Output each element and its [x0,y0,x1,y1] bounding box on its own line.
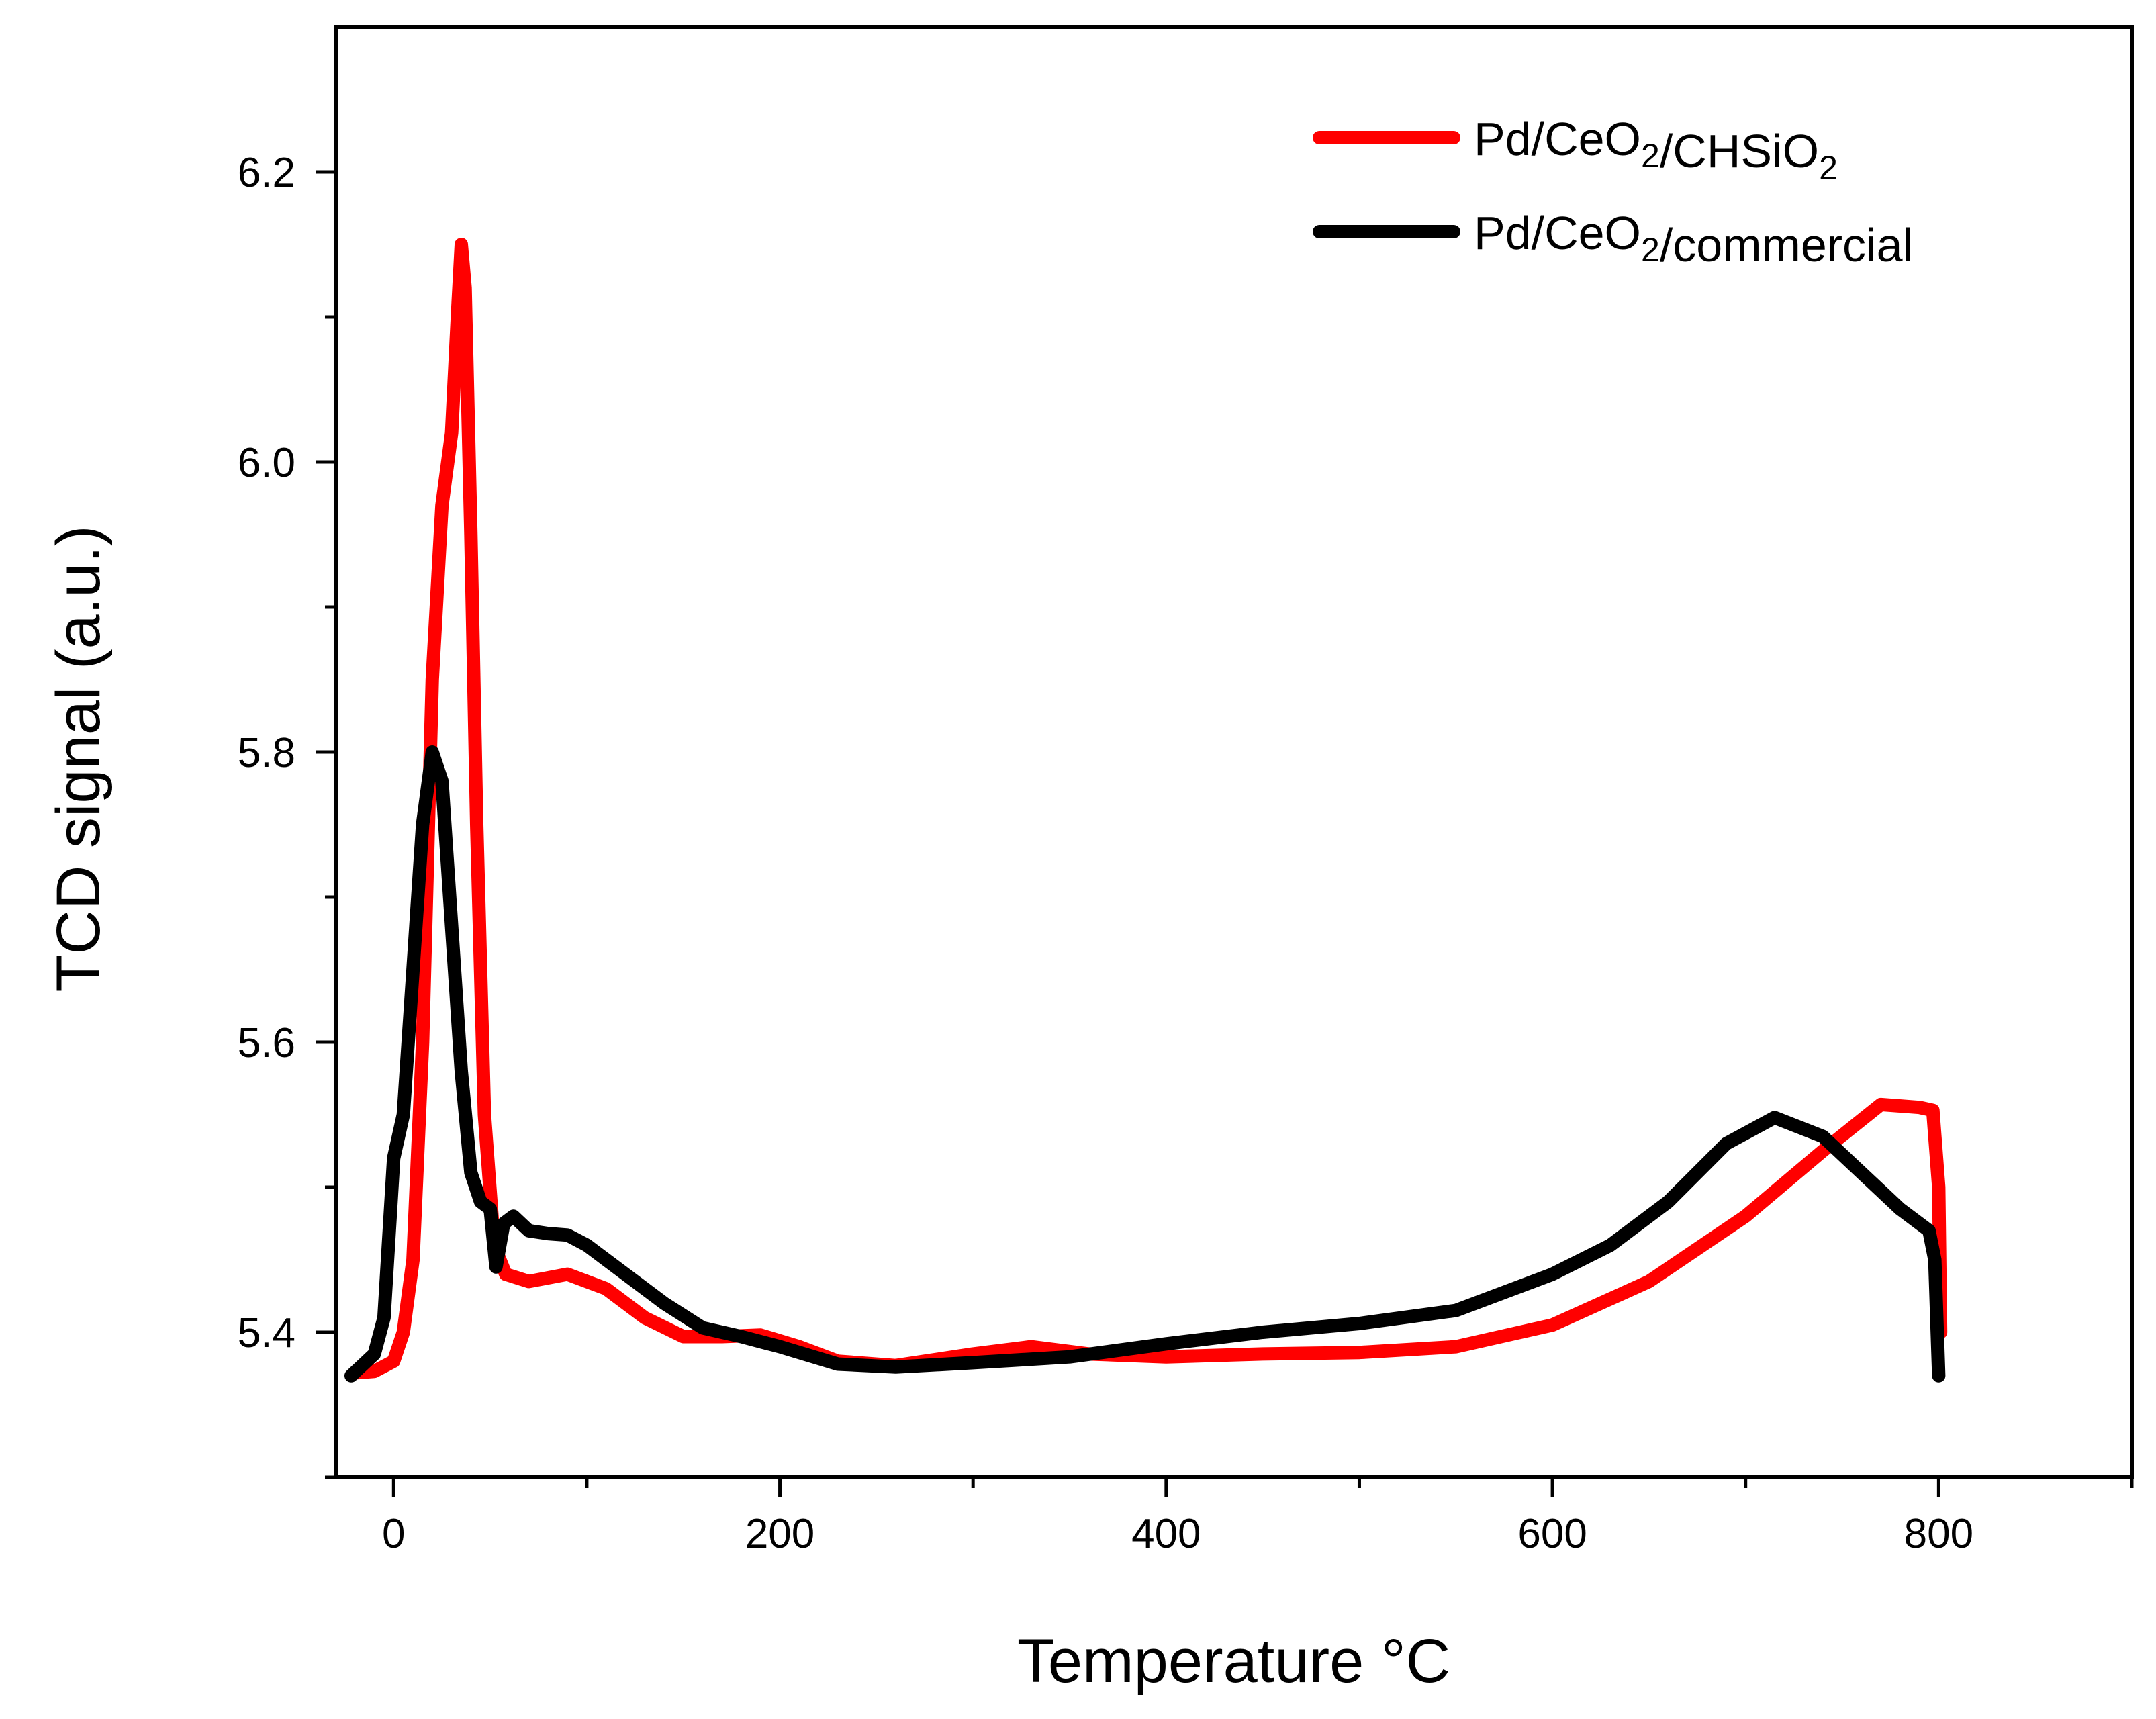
legend-text-part: Pd/CeO [1474,113,1641,165]
plot-frame [334,25,2134,1479]
y-tick-label: 6.2 [238,150,295,196]
x-axis-title: Temperature °C [1017,1627,1450,1695]
y-tick-label: 5.4 [238,1310,295,1356]
y-tick-label: 5.8 [238,730,295,776]
series-line-0 [348,238,1948,1380]
legend-text-part: 2 [1641,137,1660,175]
x-tick-label: 400 [1131,1511,1201,1557]
x-tick-label: 800 [1904,1511,1973,1557]
legend-text-part: 2 [1641,231,1660,269]
series-layer [344,238,1948,1383]
y-axis-title: TCD signal (a.u.) [44,525,113,992]
y-tick-label: 6.0 [238,440,295,486]
y-tick-label: 5.6 [238,1020,295,1066]
legend-label-1: Pd/CeO2/commercial [1474,207,1913,271]
x-tick-label: 600 [1517,1511,1587,1557]
legend-text-part: Pd/CeO [1474,207,1641,259]
x-tick-label: 0 [382,1511,405,1557]
axes: 0 200 400 600 800 5.4 5.6 5.8 6.0 6.2 [238,150,2134,1557]
series-line-1 [344,745,1946,1383]
x-tick-label: 200 [745,1511,814,1557]
legend-text-part: 2 [1819,149,1838,187]
legend-text-part: /commercial [1660,219,1913,271]
legend-text-part: /CHSiO [1660,125,1819,177]
legend-label-0: Pd/CeO2/CHSiO2 [1474,113,1838,187]
